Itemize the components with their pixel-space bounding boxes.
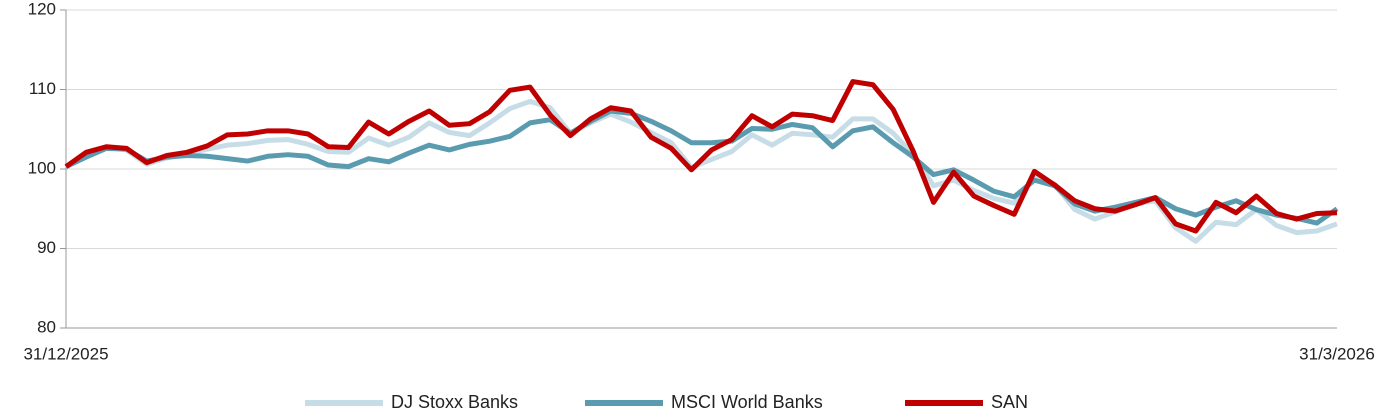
x-tick-label: 31/12/2025 (23, 344, 108, 363)
series-line (64, 79, 1338, 234)
y-tick-label: 90 (37, 238, 56, 257)
legend-label: MSCI World Banks (671, 392, 823, 412)
series-line (64, 108, 1339, 226)
legend-label: DJ Stoxx Banks (391, 392, 518, 412)
series-line (64, 98, 1338, 244)
x-tick-label: 31/3/2026 (1299, 344, 1375, 363)
y-tick-label: 100 (28, 158, 56, 177)
y-tick-label: 110 (29, 79, 56, 98)
y-tick-label: 80 (37, 317, 56, 336)
legend: DJ Stoxx Banks MSCI World Banks SAN (305, 392, 1028, 412)
y-tick-label: 120 (28, 0, 56, 18)
legend-label: SAN (991, 392, 1028, 412)
